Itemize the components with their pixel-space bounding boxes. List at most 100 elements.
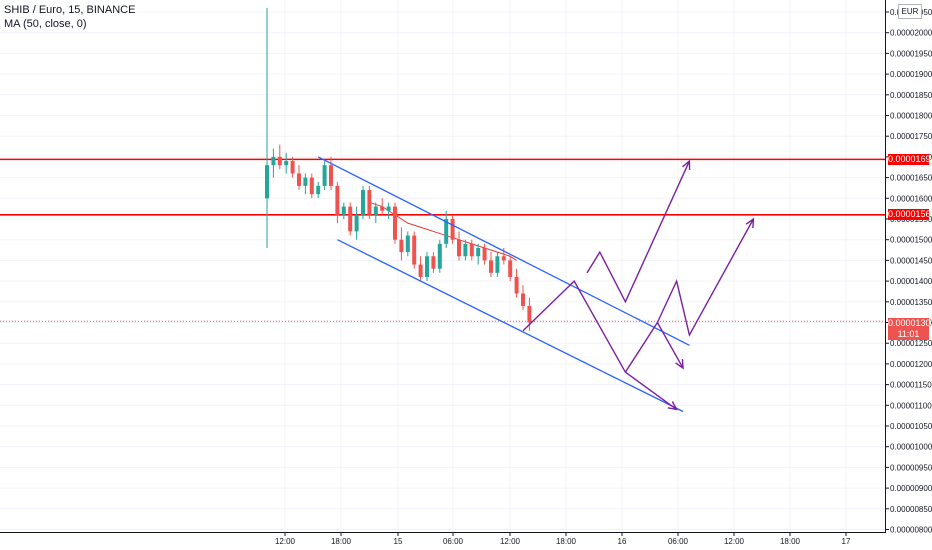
candle bbox=[425, 252, 429, 281]
price-tick-label: 0.00000900 bbox=[890, 484, 932, 493]
price-tick-label: 0.00001000 bbox=[890, 443, 932, 452]
candle-body bbox=[361, 190, 365, 215]
candle-body bbox=[393, 207, 397, 240]
price-tick-label: 0.00001600 bbox=[890, 194, 932, 203]
candle bbox=[470, 240, 474, 261]
candle bbox=[451, 215, 455, 244]
candle bbox=[412, 231, 416, 268]
symbol-legend[interactable]: SHIB / Euro, 15, BINANCE bbox=[4, 4, 135, 16]
projection-path bbox=[625, 323, 683, 373]
price-tick-label: 0.00001100 bbox=[890, 401, 932, 410]
candle bbox=[495, 252, 499, 277]
candle-body bbox=[489, 260, 493, 272]
price-tick-label: 0.00001500 bbox=[890, 236, 932, 245]
price-tick-label: 0.00001650 bbox=[890, 174, 932, 183]
candle-body bbox=[495, 256, 499, 273]
price-tick-label: 0.00000800 bbox=[890, 526, 932, 535]
candle bbox=[374, 202, 378, 223]
moving-average bbox=[369, 202, 516, 260]
candle-body bbox=[431, 256, 435, 268]
candle bbox=[463, 240, 467, 261]
price-tick-label: 0.00001250 bbox=[890, 339, 932, 348]
candle bbox=[355, 207, 359, 240]
candle-body bbox=[342, 207, 346, 215]
level-price-label: 0.00001560 bbox=[888, 209, 929, 220]
current-price-value: 0.00001303 bbox=[888, 318, 929, 329]
candle-body bbox=[521, 294, 525, 306]
candle bbox=[521, 285, 525, 310]
candle bbox=[457, 231, 461, 260]
candle-body bbox=[399, 240, 403, 252]
candle bbox=[489, 252, 493, 277]
price-axis[interactable]: 0.000020500.000020000.000019500.00001900… bbox=[885, 8, 932, 535]
time-tick-label: 18:00 bbox=[556, 537, 577, 546]
candle bbox=[406, 231, 410, 256]
price-tick-label: 0.00000950 bbox=[890, 463, 932, 472]
candle-body bbox=[303, 178, 307, 186]
candle bbox=[348, 202, 352, 235]
price-tick-label: 0.00001850 bbox=[890, 91, 932, 100]
chart-grid bbox=[0, 0, 885, 532]
candle-body bbox=[291, 161, 295, 173]
candle bbox=[329, 157, 333, 190]
time-axis[interactable]: 12:00 18:00 15 06:00 12:00 18:00 16 06:00 12:00 1… bbox=[275, 532, 851, 546]
candle bbox=[393, 202, 397, 243]
price-tick-label: 0.00001950 bbox=[890, 49, 932, 58]
candle bbox=[438, 240, 442, 273]
price-tick-label: 0.00001400 bbox=[890, 277, 932, 286]
candle bbox=[431, 252, 435, 273]
price-tick-label: 0.00002000 bbox=[890, 29, 932, 38]
currency-button[interactable]: EUR bbox=[898, 4, 922, 19]
candle bbox=[278, 144, 282, 169]
candle-body bbox=[284, 161, 288, 165]
candle-body bbox=[335, 186, 339, 215]
time-tick-label: 18:00 bbox=[780, 537, 801, 546]
candle-body bbox=[380, 207, 384, 211]
candle-body bbox=[508, 260, 512, 277]
candle-body bbox=[463, 244, 467, 256]
price-tick-label: 0.00001800 bbox=[890, 112, 932, 121]
candle-body bbox=[406, 236, 410, 253]
candle-body bbox=[329, 165, 333, 186]
price-tick-label: 0.00001050 bbox=[890, 422, 932, 431]
price-tick-label: 0.00001200 bbox=[890, 360, 932, 369]
candle-body bbox=[374, 207, 378, 215]
candle bbox=[303, 173, 307, 194]
price-tick-label: 0.00001150 bbox=[890, 381, 932, 390]
candle-countdown: 11:01 bbox=[888, 329, 929, 340]
candle bbox=[361, 186, 365, 219]
candle bbox=[399, 227, 403, 260]
time-tick-label: 12:00 bbox=[724, 537, 745, 546]
indicator-legend[interactable]: MA (50, close, 0) bbox=[4, 18, 87, 30]
time-tick-label: 12:00 bbox=[275, 537, 296, 546]
candle bbox=[444, 211, 448, 248]
candle bbox=[476, 244, 480, 265]
candle-body bbox=[271, 157, 275, 165]
candle bbox=[335, 182, 339, 223]
candle bbox=[387, 202, 391, 219]
price-tick-label: 0.00001750 bbox=[890, 132, 932, 141]
time-tick-label: 06:00 bbox=[668, 537, 689, 546]
candle-body bbox=[355, 215, 359, 232]
projection-path bbox=[657, 219, 753, 335]
time-tick-label: 17 bbox=[842, 537, 851, 546]
candle-body bbox=[476, 248, 480, 256]
candle bbox=[323, 161, 327, 190]
price-tick-label: 0.00000850 bbox=[890, 505, 932, 514]
candle-body bbox=[451, 219, 455, 240]
candle bbox=[316, 182, 320, 199]
candle-body bbox=[265, 165, 269, 198]
candle bbox=[380, 198, 384, 215]
candle-body bbox=[278, 157, 282, 165]
level-price-label: 0.00001694 bbox=[888, 154, 929, 165]
candle-body bbox=[438, 244, 442, 269]
candle bbox=[483, 244, 487, 265]
candle-body bbox=[502, 256, 506, 260]
time-tick-label: 12:00 bbox=[500, 537, 521, 546]
candle bbox=[271, 149, 275, 178]
candle-body bbox=[425, 256, 429, 277]
current-price-label: 0.00001303 11:01 bbox=[888, 318, 929, 340]
time-tick-label: 15 bbox=[394, 537, 403, 546]
time-tick-label: 18:00 bbox=[331, 537, 352, 546]
